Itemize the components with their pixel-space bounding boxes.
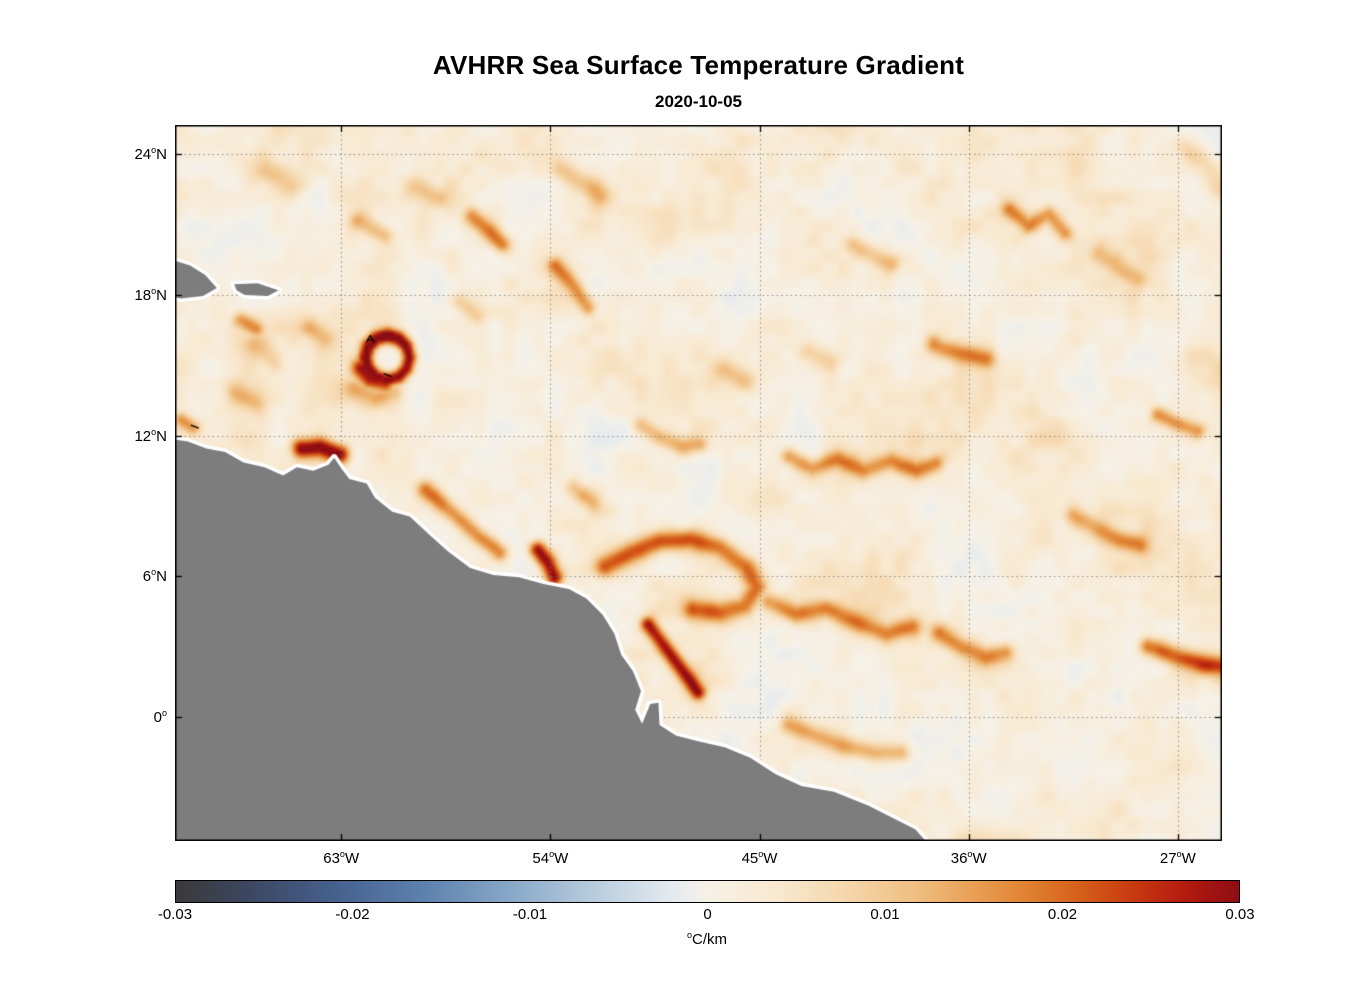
y-tick-label: 18oN [134,285,167,304]
colorbar [175,880,1240,903]
map-canvas [175,125,1222,841]
colorbar-unit-label: oC/km [686,930,728,948]
x-tick-label: 36oW [950,849,987,867]
colorbar-tick-label: 0.01 [870,906,900,923]
y-tick-label: 6oN [142,567,167,586]
y-tick-label: 12oN [134,426,167,445]
figure-title: AVHRR Sea Surface Temperature Gradient [432,50,965,80]
x-tick-label: 54oW [532,849,569,867]
colorbar-tick-label: -0.02 [335,906,370,923]
colorbar-tick-label: -0.01 [512,906,548,923]
colorbar-tick-label: -0.03 [157,906,193,923]
y-tick-label: 24oN [134,145,167,164]
colorbar-tick-label: 0 [703,906,712,923]
x-tick-label: 63oW [323,849,360,867]
colorbar-tick-label: 0.02 [1047,906,1078,923]
x-tick-label: 27oW [1159,849,1196,867]
figure-subtitle: 2020-10-05 [655,92,742,111]
x-tick-label: 45oW [741,849,778,867]
colorbar-tick-label: 0.03 [1225,906,1255,923]
map-plot [175,125,1222,841]
y-tick-label: 0o [153,707,167,726]
